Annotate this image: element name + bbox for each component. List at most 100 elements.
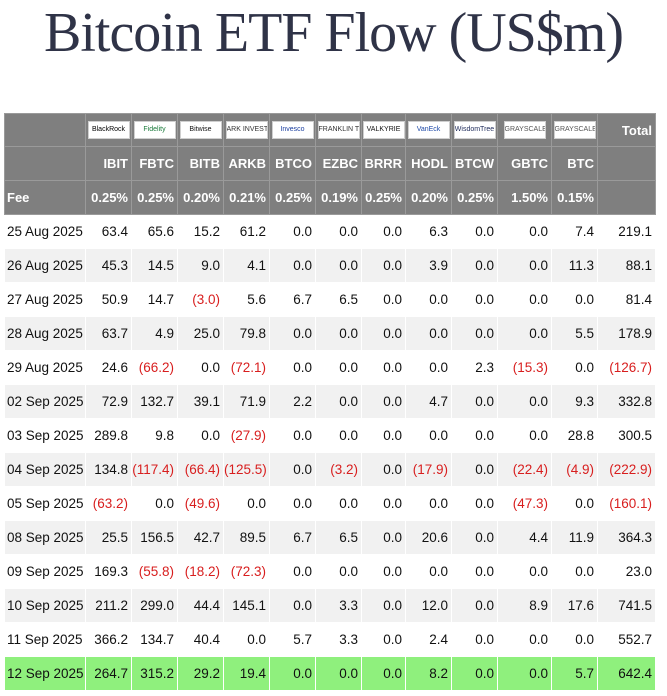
flow-cell: 8.2: [405, 656, 452, 691]
flow-cell: (4.9): [551, 452, 598, 487]
flow-cell: 5.7: [551, 656, 598, 691]
wisdomtree-logo: WisdomTree: [453, 121, 496, 139]
flow-cell: 0.0: [451, 520, 498, 555]
flow-cell: (3.2): [315, 452, 362, 487]
table-row: 29 Aug 2025 24.6 (66.2) 0.0 (72.1) 0.0 0.0 0.0 0…: [4, 350, 656, 385]
total-cell: 642.4: [597, 656, 656, 691]
flow-cell: 6.3: [405, 214, 452, 249]
flow-cell: 42.7: [177, 520, 224, 555]
flow-cell: (22.4): [497, 452, 552, 487]
ticker-corner-cell: [4, 146, 86, 181]
flow-cell: 72.9: [85, 384, 132, 419]
flow-cell: 0.0: [361, 384, 406, 419]
flow-cell: (55.8): [131, 554, 178, 589]
logo-corner-cell: [4, 113, 86, 147]
flow-cell: 0.0: [269, 316, 316, 351]
flow-cell: 264.7: [85, 656, 132, 691]
flow-cell: 9.3: [551, 384, 598, 419]
flow-cell: 4.7: [405, 384, 452, 419]
flow-cell: (18.2): [177, 554, 224, 589]
total-cell: (126.7): [597, 350, 656, 385]
date-cell: 27 Aug 2025: [4, 282, 86, 317]
flow-cell: 17.6: [551, 588, 598, 623]
flow-cell: 29.2: [177, 656, 224, 691]
flow-cell: 0.0: [451, 656, 498, 691]
flow-cell: 0.0: [451, 486, 498, 521]
flow-cell: 50.9: [85, 282, 132, 317]
fee-cell: 0.20%: [405, 180, 452, 215]
total-cell: (160.1): [597, 486, 656, 521]
flow-cell: 0.0: [177, 418, 224, 453]
flow-cell: (3.0): [177, 282, 224, 317]
table-row: 04 Sep 2025 134.8 (117.4) (66.4) (125.5) 0.0(…: [4, 452, 656, 487]
flow-cell: 4.1: [223, 248, 270, 283]
flow-cell: 25.0: [177, 316, 224, 351]
flow-cell: 19.4: [223, 656, 270, 691]
flow-cell: 0.0: [269, 486, 316, 521]
flow-cell: 7.4: [551, 214, 598, 249]
flow-cell: 0.0: [269, 214, 316, 249]
flow-cell: 9.0: [177, 248, 224, 283]
flow-cell: 5.7: [269, 622, 316, 657]
fee-cell: 0.15%: [551, 180, 598, 215]
ticker-header: BTCW: [451, 146, 498, 181]
flow-cell: 0.0: [551, 622, 598, 657]
flow-cell: 0.0: [451, 622, 498, 657]
flow-cell: 0.0: [405, 316, 452, 351]
date-cell: 10 Sep 2025: [4, 588, 86, 623]
flow-cell: 44.4: [177, 588, 224, 623]
fee-cell: 0.25%: [451, 180, 498, 215]
date-cell: 28 Aug 2025: [4, 316, 86, 351]
flow-cell: 5.6: [223, 282, 270, 317]
flow-cell: 2.3: [451, 350, 498, 385]
flow-cell: 6.7: [269, 282, 316, 317]
table-row: 10 Sep 2025 211.2 299.0 44.4 145.1 0.0 3.3 0.0 1…: [4, 588, 656, 623]
grayscale-logo: GRAYSCALE: [553, 121, 596, 139]
ticker-header-row: IBIT FBTC BITB ARKB BTCO EZBC BRRR HODL BTCW GBTC…: [4, 146, 656, 181]
flow-cell: (49.6): [177, 486, 224, 521]
flow-cell: 0.0: [361, 316, 406, 351]
flow-cell: 0.0: [551, 350, 598, 385]
flow-cell: 0.0: [315, 554, 362, 589]
total-cell: (222.9): [597, 452, 656, 487]
flow-cell: (63.2): [85, 486, 132, 521]
flow-cell: 0.0: [497, 248, 552, 283]
flow-cell: (125.5): [223, 452, 270, 487]
flow-cell: 4.4: [497, 520, 552, 555]
flow-cell: (66.2): [131, 350, 178, 385]
flow-cell: 0.0: [315, 316, 362, 351]
flow-cell: 0.0: [315, 214, 362, 249]
table-body: 25 Aug 2025 63.4 65.6 15.2 61.2 0.0 0.0 0.0 6.3 0…: [4, 214, 656, 691]
flow-cell: 2.2: [269, 384, 316, 419]
total-cell: 552.7: [597, 622, 656, 657]
flow-cell: 0.0: [551, 486, 598, 521]
flow-cell: 0.0: [269, 418, 316, 453]
flow-cell: 134.7: [131, 622, 178, 657]
flow-cell: 169.3: [85, 554, 132, 589]
ticker-header: BRRR: [361, 146, 406, 181]
flow-cell: 0.0: [405, 418, 452, 453]
flow-cell: 289.8: [85, 418, 132, 453]
flow-cell: 145.1: [223, 588, 270, 623]
total-cell: 332.8: [597, 384, 656, 419]
flow-cell: 0.0: [361, 350, 406, 385]
flow-cell: (15.3): [497, 350, 552, 385]
flow-cell: (47.3): [497, 486, 552, 521]
grayscale-logo: GRAYSCALE: [503, 121, 546, 139]
logo-cell: Invesco: [269, 113, 316, 147]
flow-cell: 0.0: [269, 452, 316, 487]
logo-cell: VALKYRIE: [361, 113, 406, 147]
flow-cell: 0.0: [269, 588, 316, 623]
flow-cell: 156.5: [131, 520, 178, 555]
flow-cell: 79.8: [223, 316, 270, 351]
flow-cell: 3.3: [315, 588, 362, 623]
table-row: 28 Aug 2025 63.7 4.9 25.0 79.8 0.0 0.0 0.0 0.0 0.…: [4, 316, 656, 351]
flow-cell: 0.0: [315, 350, 362, 385]
flow-cell: 0.0: [361, 418, 406, 453]
fee-row: Fee 0.25% 0.25% 0.20% 0.21% 0.25% 0.19% 0.25% 0.…: [4, 180, 656, 215]
logo-cell: Fidelity: [131, 113, 178, 147]
flow-cell: 5.5: [551, 316, 598, 351]
total-cell: 364.3: [597, 520, 656, 555]
flow-cell: (72.1): [223, 350, 270, 385]
fee-cell: 0.25%: [269, 180, 316, 215]
